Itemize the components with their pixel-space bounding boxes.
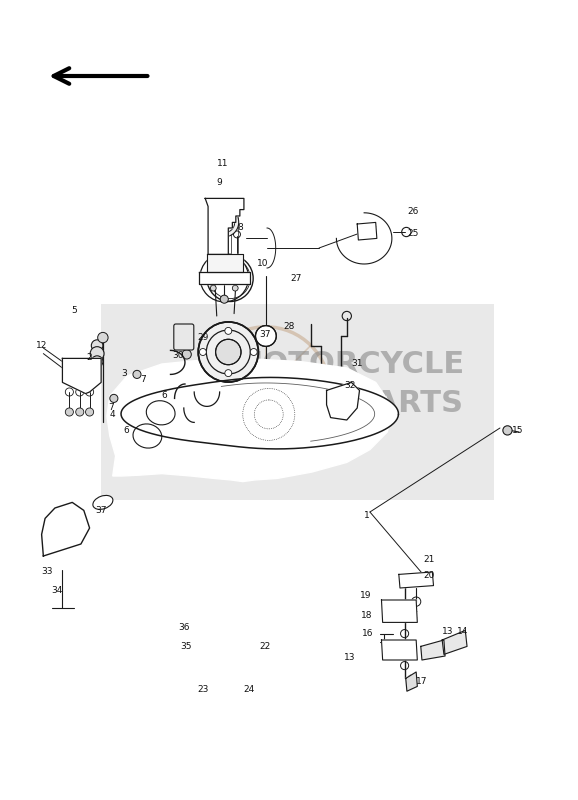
Text: 17: 17 xyxy=(416,677,428,686)
Text: 36: 36 xyxy=(178,623,190,633)
Circle shape xyxy=(210,286,216,291)
Text: 33: 33 xyxy=(42,567,53,577)
Circle shape xyxy=(234,259,240,266)
Text: 7: 7 xyxy=(140,375,146,385)
Text: 2: 2 xyxy=(87,353,92,362)
Text: 37: 37 xyxy=(95,506,107,515)
Circle shape xyxy=(199,349,206,355)
Polygon shape xyxy=(327,382,360,420)
Circle shape xyxy=(91,340,103,351)
Text: 7: 7 xyxy=(108,403,114,413)
Text: 5: 5 xyxy=(71,306,77,315)
Text: 34: 34 xyxy=(51,586,62,595)
Circle shape xyxy=(210,259,217,266)
Text: 29: 29 xyxy=(198,333,209,342)
FancyBboxPatch shape xyxy=(174,324,194,350)
FancyBboxPatch shape xyxy=(101,304,494,500)
Circle shape xyxy=(220,295,228,303)
Circle shape xyxy=(232,264,238,270)
Text: 18: 18 xyxy=(361,611,372,621)
Text: 11: 11 xyxy=(217,159,228,169)
Ellipse shape xyxy=(146,401,175,425)
Ellipse shape xyxy=(93,495,113,510)
Circle shape xyxy=(250,349,257,355)
Circle shape xyxy=(91,356,103,367)
Circle shape xyxy=(255,326,276,346)
Circle shape xyxy=(199,274,205,281)
Circle shape xyxy=(216,339,241,365)
Text: 6: 6 xyxy=(162,391,168,401)
Circle shape xyxy=(218,217,230,228)
Text: 19: 19 xyxy=(360,591,371,601)
Text: 24: 24 xyxy=(243,685,254,694)
Polygon shape xyxy=(207,254,243,272)
Text: 25: 25 xyxy=(407,229,419,238)
Circle shape xyxy=(225,370,232,377)
Circle shape xyxy=(86,408,94,416)
Circle shape xyxy=(503,426,512,435)
Text: 4: 4 xyxy=(110,410,116,419)
Circle shape xyxy=(110,394,118,402)
Text: MSP: MSP xyxy=(198,373,321,421)
Polygon shape xyxy=(205,198,244,254)
Circle shape xyxy=(198,322,258,382)
Circle shape xyxy=(232,286,238,291)
Text: 27: 27 xyxy=(290,274,302,283)
Text: 28: 28 xyxy=(283,322,295,331)
Circle shape xyxy=(76,408,84,416)
Polygon shape xyxy=(381,600,417,622)
Polygon shape xyxy=(357,222,377,240)
Circle shape xyxy=(243,274,249,281)
Text: 30: 30 xyxy=(172,351,184,361)
Text: 16: 16 xyxy=(362,629,373,638)
Polygon shape xyxy=(421,640,445,660)
Text: 26: 26 xyxy=(407,207,419,217)
Polygon shape xyxy=(406,672,417,691)
Circle shape xyxy=(65,408,73,416)
Circle shape xyxy=(133,370,141,378)
Polygon shape xyxy=(442,630,467,654)
Text: 31: 31 xyxy=(351,359,363,369)
Text: 1: 1 xyxy=(364,511,370,521)
Text: 12: 12 xyxy=(36,341,47,350)
Circle shape xyxy=(98,332,108,343)
Text: 3: 3 xyxy=(121,369,127,378)
Text: 37: 37 xyxy=(259,330,271,339)
Text: 9: 9 xyxy=(217,178,223,187)
Text: 21: 21 xyxy=(423,555,435,565)
Text: 23: 23 xyxy=(198,685,209,694)
Text: 13: 13 xyxy=(442,627,454,637)
Polygon shape xyxy=(42,502,90,556)
Text: 35: 35 xyxy=(180,642,192,651)
Circle shape xyxy=(210,264,216,270)
Polygon shape xyxy=(399,572,434,588)
Text: 22: 22 xyxy=(259,642,271,651)
Text: 32: 32 xyxy=(344,381,355,390)
Ellipse shape xyxy=(133,424,162,448)
Circle shape xyxy=(90,346,104,361)
Text: 10: 10 xyxy=(257,259,269,269)
Text: 14: 14 xyxy=(457,627,468,637)
Polygon shape xyxy=(107,358,393,482)
Circle shape xyxy=(225,327,232,334)
Circle shape xyxy=(210,208,239,237)
Text: 20: 20 xyxy=(423,571,435,581)
Polygon shape xyxy=(199,272,250,284)
Text: 13: 13 xyxy=(344,653,355,662)
Circle shape xyxy=(182,350,191,359)
Polygon shape xyxy=(381,640,417,660)
Polygon shape xyxy=(121,378,398,449)
Text: 15: 15 xyxy=(512,426,523,435)
Text: 6: 6 xyxy=(123,426,129,435)
Polygon shape xyxy=(62,358,101,394)
Text: 8: 8 xyxy=(237,223,243,233)
Text: MOTORCYCLE
SPARE PARTS: MOTORCYCLE SPARE PARTS xyxy=(232,350,465,418)
